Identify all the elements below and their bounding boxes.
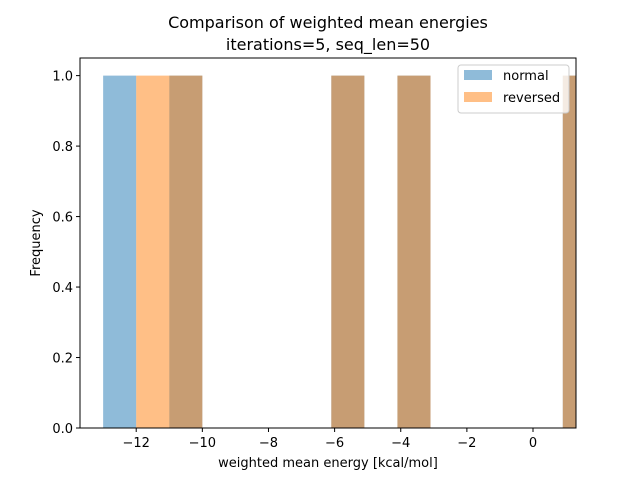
legend-label-normal: normal <box>503 69 549 84</box>
bar-reversed-3 <box>397 75 431 428</box>
legend-swatch-normal <box>464 70 492 80</box>
x-tick-label: −2 <box>457 436 476 451</box>
y-tick-label: 0.6 <box>52 211 73 226</box>
y-axis-ticks: 0.0 0.2 0.4 0.6 0.8 1.0 <box>52 70 80 437</box>
legend-swatch-reversed <box>464 92 492 102</box>
x-tick-label: −10 <box>189 436 216 451</box>
bar-reversed-4 <box>562 75 576 428</box>
bar-reversed-0 <box>136 75 170 428</box>
x-tick-label: −12 <box>122 436 149 451</box>
x-tick-label: 0 <box>529 436 537 451</box>
y-tick-label: 0.8 <box>52 140 73 155</box>
bar-reversed-2 <box>331 75 365 428</box>
bar-normal-0 <box>103 75 137 428</box>
y-axis-label: Frequency <box>29 209 44 276</box>
bar-reversed-1 <box>169 75 203 428</box>
legend: normal reversed <box>457 64 570 114</box>
histogram-bars <box>103 75 576 428</box>
x-axis-label: weighted mean energy [kcal/mol] <box>218 456 438 471</box>
x-tick-label: −8 <box>259 436 278 451</box>
x-tick-label: −6 <box>325 436 344 451</box>
plot-frame <box>79 57 577 429</box>
chart-title-line-2: iterations=5, seq_len=50 <box>226 35 430 55</box>
x-axis-ticks: −12 −10 −8 −6 −4 −2 0 <box>122 428 537 451</box>
y-tick-label: 0.4 <box>52 281 73 296</box>
y-tick-label: 1.0 <box>52 70 73 85</box>
legend-label-reversed: reversed <box>503 91 560 106</box>
chart-title-line-1: Comparison of weighted mean energies <box>168 13 488 32</box>
x-tick-label: −4 <box>391 436 410 451</box>
y-tick-label: 0.2 <box>52 352 73 367</box>
y-tick-label: 0.0 <box>52 422 73 437</box>
